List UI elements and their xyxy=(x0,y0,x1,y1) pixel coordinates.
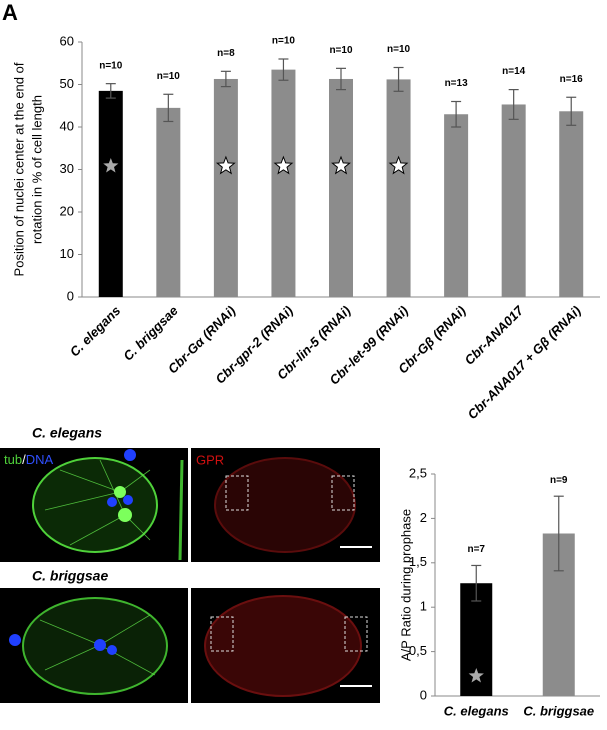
y-tick-label: 0 xyxy=(420,687,427,702)
y-tick-label: 0,5 xyxy=(409,643,427,658)
n-label: n=10 xyxy=(387,44,411,55)
n-label: n=10 xyxy=(157,71,181,82)
bar xyxy=(156,107,181,297)
y-tick-label: 60 xyxy=(60,33,74,48)
y-tick-label: 50 xyxy=(60,76,74,91)
stain-sep: / xyxy=(22,452,26,467)
bar xyxy=(271,69,296,297)
n-label: n=13 xyxy=(445,78,469,89)
n-label: n=10 xyxy=(329,45,353,56)
stain-label: tub/DNA xyxy=(4,452,53,467)
x-tick-label: C. briggsae xyxy=(120,303,181,364)
n-label: n=7 xyxy=(467,544,485,555)
y-tick-label: 30 xyxy=(60,161,74,176)
y-tick-label: 2 xyxy=(420,510,427,525)
micrographs xyxy=(0,448,380,703)
bar xyxy=(444,114,469,297)
n-label: n=10 xyxy=(272,36,296,47)
y-tick-label: 1,5 xyxy=(409,554,427,569)
star-marker xyxy=(273,155,294,175)
y-tick-label: 1 xyxy=(420,599,427,614)
y-tick-label: 20 xyxy=(60,203,74,218)
bar xyxy=(559,111,584,298)
bar xyxy=(329,78,353,297)
x-tick-label: Cbr-ANA017 + Gβ (RNAi) xyxy=(465,303,584,422)
y-axis-label: rotation in % of cell length xyxy=(29,95,44,244)
n-label: n=16 xyxy=(560,74,584,85)
x-tick-label: C. elegans xyxy=(67,303,124,360)
n-label: n=9 xyxy=(550,475,568,486)
row-label: C. briggsae xyxy=(32,568,108,584)
n-label: n=8 xyxy=(217,48,235,59)
bar xyxy=(501,104,526,297)
star-marker xyxy=(388,155,409,175)
y-axis-label: A/P Ratio during prophase xyxy=(398,509,413,661)
n-label: n=10 xyxy=(99,60,123,71)
bar xyxy=(213,78,238,297)
panel-label: A xyxy=(2,0,18,25)
x-tick-label: C. briggsae xyxy=(523,703,594,718)
star-marker xyxy=(468,668,484,683)
star-marker xyxy=(103,158,119,173)
star-marker xyxy=(215,155,236,175)
stain-dna: DNA xyxy=(26,452,54,467)
stain-label: GPR xyxy=(196,452,224,467)
bar xyxy=(98,90,123,297)
y-tick-label: 0 xyxy=(67,288,74,303)
y-tick-label: 10 xyxy=(60,246,74,261)
row-label: C. elegans xyxy=(32,425,102,441)
n-label: n=14 xyxy=(502,66,526,77)
y-tick-label: 40 xyxy=(60,118,74,133)
star-marker xyxy=(331,155,351,175)
stain-tub: tub xyxy=(4,452,22,467)
bar xyxy=(386,79,411,298)
x-tick-label: C. elegans xyxy=(444,703,509,718)
y-tick-label: 2,5 xyxy=(409,465,427,480)
y-axis-label: Position of nuclei center at the end of xyxy=(11,62,26,276)
